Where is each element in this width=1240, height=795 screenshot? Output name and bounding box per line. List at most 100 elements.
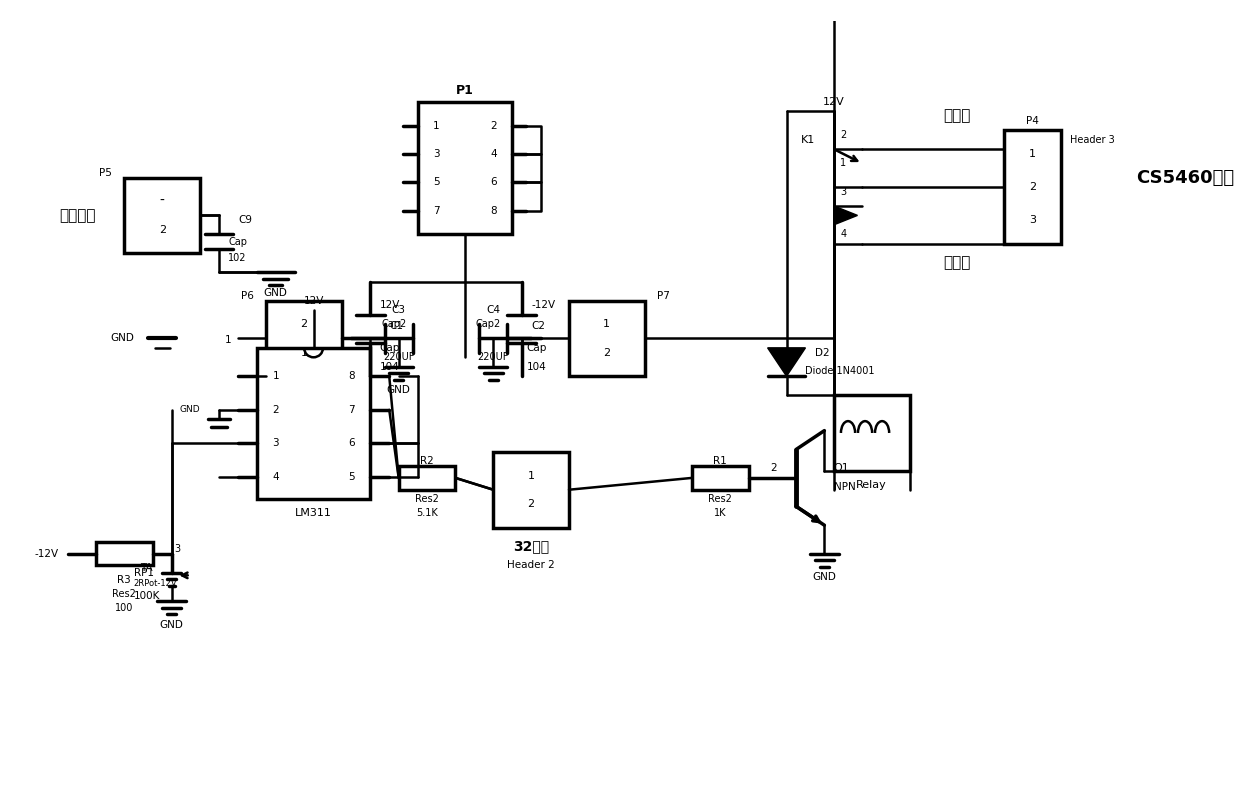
Text: C3: C3 (392, 305, 405, 315)
Text: C4: C4 (486, 305, 500, 315)
Text: 4: 4 (841, 229, 847, 239)
Text: 大量程: 大量程 (944, 255, 971, 270)
Text: Cap: Cap (379, 343, 401, 353)
Text: 1K: 1K (714, 508, 727, 518)
Text: D2: D2 (815, 347, 830, 358)
Text: 100: 100 (115, 603, 134, 613)
Bar (692, 466, 749, 490)
Bar (124, 177, 200, 254)
Text: Res2: Res2 (113, 589, 136, 599)
Text: 2: 2 (770, 463, 777, 474)
Bar (1004, 130, 1061, 244)
Text: 2: 2 (527, 499, 534, 509)
Text: 6: 6 (348, 439, 355, 448)
Text: P7: P7 (657, 291, 670, 301)
Text: 6: 6 (490, 177, 496, 188)
Text: Q1: Q1 (833, 463, 849, 474)
Text: 7: 7 (348, 405, 355, 415)
Text: -12V: -12V (531, 301, 556, 310)
Text: P4: P4 (1025, 116, 1039, 126)
Text: NPN: NPN (833, 483, 856, 492)
Text: 220UF: 220UF (383, 352, 414, 363)
Text: K1: K1 (801, 134, 815, 145)
Text: P5: P5 (99, 168, 112, 178)
Text: 2: 2 (159, 225, 166, 235)
Polygon shape (833, 206, 858, 225)
Text: P1: P1 (456, 84, 474, 97)
Text: -12V: -12V (33, 549, 58, 559)
Text: C9: C9 (238, 215, 252, 225)
Text: 2: 2 (273, 405, 279, 415)
Text: 1: 1 (604, 319, 610, 329)
Text: 1: 1 (300, 347, 308, 358)
Text: Cap: Cap (527, 343, 547, 353)
Bar (95, 541, 153, 565)
Text: 1: 1 (273, 371, 279, 382)
Text: 监视电压: 监视电压 (58, 208, 95, 223)
Text: Relay: Relay (857, 480, 887, 490)
Text: 2: 2 (490, 121, 496, 130)
Text: 32采集: 32采集 (513, 540, 549, 553)
Text: 5.1K: 5.1K (417, 508, 438, 518)
Text: 8: 8 (490, 206, 496, 215)
Text: 8: 8 (348, 371, 355, 382)
Text: 1: 1 (226, 335, 232, 345)
Text: GND: GND (160, 619, 184, 630)
Text: 12V: 12V (304, 296, 324, 305)
Text: GND: GND (180, 405, 200, 414)
Text: Diode 1N4001: Diode 1N4001 (806, 366, 875, 377)
Text: Cap2: Cap2 (382, 319, 407, 329)
Bar (418, 102, 512, 235)
Text: C2: C2 (531, 321, 546, 331)
Text: R3: R3 (118, 575, 131, 584)
Text: 3: 3 (273, 439, 279, 448)
Text: 12V: 12V (823, 97, 844, 107)
Bar (399, 466, 455, 490)
Bar (833, 395, 909, 471)
Text: 102: 102 (228, 253, 247, 263)
Text: Header 3: Header 3 (1070, 134, 1115, 145)
Text: 220UF: 220UF (477, 352, 508, 363)
Text: Res2: Res2 (708, 494, 733, 504)
Text: CS5460处理: CS5460处理 (1137, 169, 1235, 187)
Text: 3: 3 (175, 544, 181, 554)
Text: 12V: 12V (379, 301, 401, 310)
Text: LM311: LM311 (295, 508, 332, 518)
Text: 3: 3 (1029, 215, 1035, 225)
Text: 2: 2 (1029, 182, 1037, 192)
Text: 104: 104 (527, 362, 546, 372)
Text: Cap2: Cap2 (476, 319, 501, 329)
Text: 5: 5 (348, 472, 355, 482)
Text: 2: 2 (603, 347, 610, 358)
Text: Res2: Res2 (415, 494, 439, 504)
Text: 100K: 100K (134, 591, 160, 601)
Bar (569, 301, 645, 376)
Text: 4: 4 (273, 472, 279, 482)
Bar (267, 301, 342, 376)
Text: 1: 1 (841, 158, 847, 169)
Text: 3: 3 (433, 149, 440, 159)
Text: 3: 3 (841, 187, 847, 196)
Polygon shape (768, 348, 806, 376)
Text: R2: R2 (420, 456, 434, 467)
Text: 7: 7 (433, 206, 440, 215)
Text: 104: 104 (379, 362, 399, 372)
Text: 2: 2 (841, 130, 847, 140)
Text: 1: 1 (528, 471, 534, 480)
Text: C1: C1 (389, 321, 403, 331)
Text: 1: 1 (1029, 149, 1035, 159)
Text: GND: GND (387, 386, 410, 395)
Text: GND: GND (812, 572, 836, 582)
Text: 5: 5 (433, 177, 440, 188)
Text: Cap: Cap (228, 237, 248, 247)
Text: GND: GND (110, 333, 134, 343)
Text: GND: GND (264, 288, 288, 298)
Text: 2: 2 (300, 319, 308, 329)
Text: 1: 1 (433, 121, 440, 130)
Text: 2RPot-12V: 2RPot-12V (134, 580, 177, 588)
Text: R1: R1 (713, 456, 727, 467)
Text: 4: 4 (490, 149, 496, 159)
Text: Header 2: Header 2 (507, 560, 556, 570)
Bar (494, 452, 569, 528)
Text: RP1: RP1 (134, 568, 154, 577)
